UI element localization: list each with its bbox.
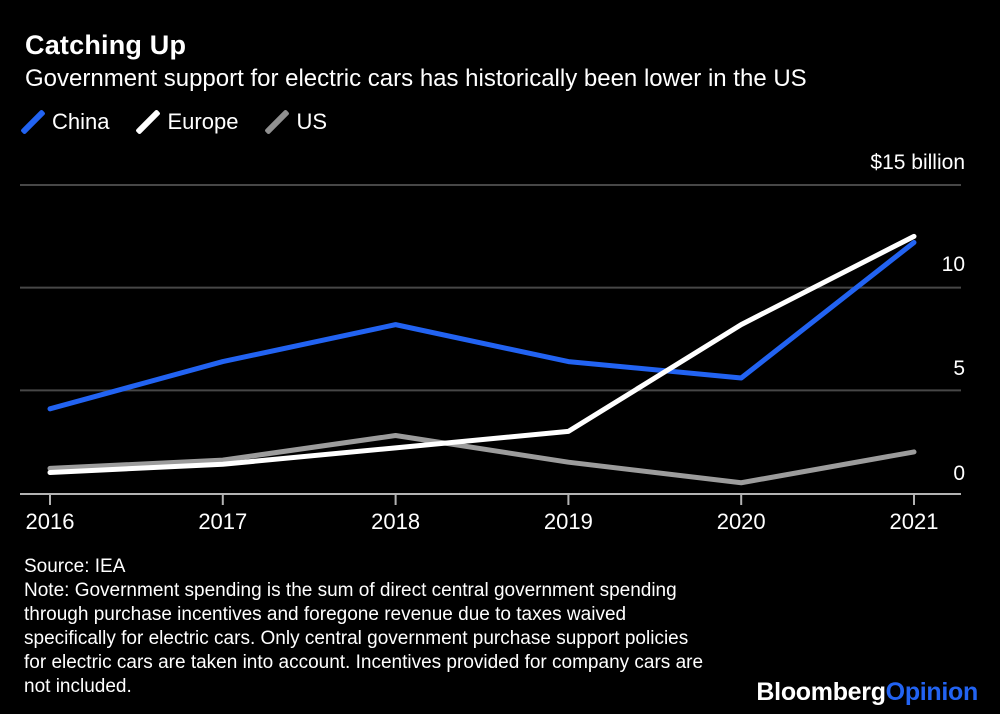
x-axis-label-2016: 2016 bbox=[25, 509, 75, 534]
chart-subtitle: Government support for electric cars has… bbox=[25, 65, 807, 92]
page-title: Catching Up bbox=[25, 30, 187, 60]
legend-item-us: US bbox=[264, 109, 327, 135]
note-line: Note: Government spending is the sum of … bbox=[24, 580, 677, 601]
line-europe bbox=[47, 233, 917, 475]
legend-item-europe: Europe bbox=[135, 109, 239, 135]
x-axis-label-2020: 2020 bbox=[716, 509, 766, 534]
logo-opinion-text: Opinion bbox=[885, 678, 979, 706]
note-line: not included. bbox=[24, 676, 132, 697]
note-line: specifically for electric cars. Only cen… bbox=[24, 628, 689, 649]
x-axis-label-2018: 2018 bbox=[371, 509, 421, 534]
bloomberg-opinion-logo: BloombergOpinion bbox=[756, 678, 978, 707]
x-axis-label-2019: 2019 bbox=[543, 509, 593, 534]
y-axis-label-0: 0 bbox=[953, 462, 965, 485]
y-axis-label--15-billion: $15 billion bbox=[870, 151, 965, 174]
legend-label: US bbox=[296, 109, 327, 134]
legend-item-china: China bbox=[20, 109, 110, 135]
source-text: Source: IEA bbox=[24, 556, 126, 577]
line-us bbox=[47, 433, 917, 486]
legend-label: Europe bbox=[167, 109, 239, 134]
x-axis-label-2017: 2017 bbox=[198, 509, 248, 534]
y-axis-label-5: 5 bbox=[953, 357, 965, 380]
legend: China Europe US bbox=[20, 109, 327, 135]
footer: Source: IEA Note: Government spending is… bbox=[24, 555, 703, 699]
note-line: through purchase incentives and foregone… bbox=[24, 604, 627, 625]
line-china bbox=[47, 239, 917, 412]
logo-bloomberg-text: Bloomberg bbox=[756, 678, 886, 706]
legend-label: China bbox=[52, 109, 110, 134]
note-line: for electric cars are taken into account… bbox=[24, 652, 704, 673]
x-axis-label-2021: 2021 bbox=[889, 509, 939, 534]
note-text: Note: Government spending is the sum of … bbox=[24, 579, 703, 699]
y-axis-label-10: 10 bbox=[941, 253, 965, 276]
